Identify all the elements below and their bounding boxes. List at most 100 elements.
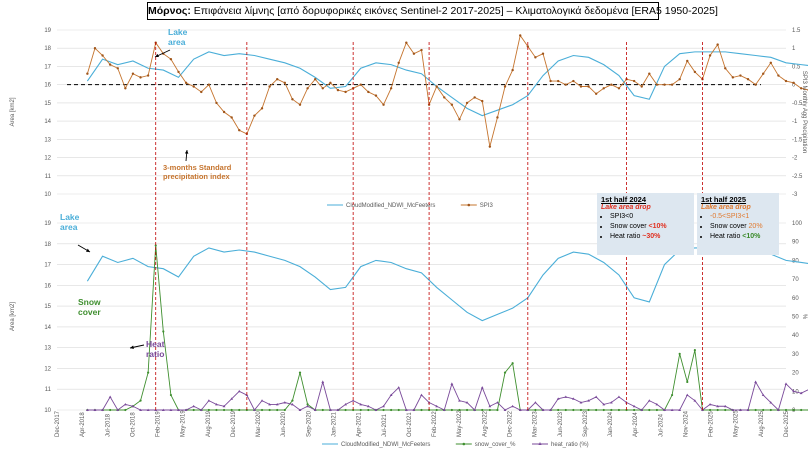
spi-point	[367, 90, 370, 94]
annotation-spi-label: precipitation index	[163, 172, 231, 181]
snow-point	[390, 408, 393, 412]
heat-point	[435, 404, 439, 408]
heat-point	[123, 402, 127, 406]
heat-point	[534, 401, 537, 404]
spi-point	[708, 54, 712, 57]
x-tick-label: Dec-2017	[55, 410, 61, 437]
spi-point	[526, 45, 530, 48]
spi-point	[670, 83, 674, 86]
chart-title-bold: Μόρνος:	[148, 5, 191, 17]
snow-point	[488, 408, 491, 412]
spi-point	[769, 61, 773, 64]
heat-point	[298, 408, 302, 411]
x-tick-label: Mar-2020	[256, 411, 262, 437]
spi-point	[146, 74, 150, 77]
y-left-tick-label: 13	[44, 137, 51, 143]
heat-point	[799, 391, 803, 395]
heat-point	[382, 404, 385, 408]
spi-point	[519, 34, 522, 37]
spi-point	[640, 85, 643, 88]
heat-point	[754, 380, 758, 383]
y-left-tick-label: 15	[44, 101, 51, 107]
spi-point	[374, 94, 378, 97]
x-tick-label: Feb-2022	[432, 411, 438, 437]
snow-point	[617, 408, 621, 412]
spi-point	[238, 129, 241, 132]
heat-point	[230, 397, 234, 400]
heat-point	[777, 408, 780, 411]
legend-label: heat_ratio (%)	[551, 442, 589, 448]
heat-point	[488, 404, 492, 408]
heat-point	[328, 408, 332, 411]
heat-point	[253, 408, 256, 411]
heat-point	[746, 408, 750, 411]
spi-point	[291, 98, 294, 101]
y-right-tick-label: 90	[792, 240, 799, 246]
box-2025-list: -0.5<SPI3<1 Snow cover 20% Heat ratio <1…	[701, 212, 775, 242]
y-right-tick-label: 0.5	[792, 64, 801, 70]
box-2024-item-heat: Heat ratio ~30%	[610, 232, 690, 242]
y-left-tick-label: 17	[44, 263, 51, 269]
spi-point	[511, 68, 514, 72]
snow-point	[633, 408, 636, 412]
heat-point	[131, 404, 135, 408]
x-tick-label: Apr-2018	[80, 412, 86, 437]
heat-point	[275, 402, 279, 406]
heat-point	[192, 404, 196, 408]
spi-point	[329, 81, 332, 85]
y-left-axis-label: Area [km2]	[10, 302, 16, 331]
snow-point	[693, 349, 696, 352]
spi-point	[389, 87, 393, 90]
snow-point	[109, 408, 112, 412]
legend-marker	[538, 442, 542, 445]
snow-point	[139, 399, 142, 402]
x-tick-label: May-2019	[181, 410, 187, 437]
y-left-tick-label: 14	[44, 119, 51, 125]
heat-point	[184, 408, 188, 411]
snow-point	[382, 408, 385, 412]
y-right-tick-label: -2.5	[792, 174, 803, 180]
chart-title-rest: Επιφάνεια λίμνης [από δορυφορικές εικόνε…	[190, 5, 718, 17]
snow-point	[496, 408, 499, 412]
y-left-tick-label: 18	[44, 46, 51, 52]
heat-point	[511, 404, 515, 408]
box-2024-list: SPI3<0 Snow cover <10% Heat ratio ~30%	[601, 212, 690, 242]
heat-point	[723, 404, 727, 408]
box-2024-subtitle: Lake area drop	[601, 204, 651, 211]
spi-point	[541, 52, 545, 55]
heat-point	[420, 393, 423, 397]
spi-point	[678, 78, 681, 81]
y-left-tick-label: 10	[44, 192, 51, 198]
spi-point	[124, 87, 127, 90]
box-2024-heading: 1st half 2024	[601, 195, 647, 204]
x-tick-label: Jan-2021	[332, 411, 338, 437]
annotation-snow-cover: Snow	[78, 297, 101, 307]
x-tick-label: May-2025	[734, 410, 740, 437]
heat-point	[518, 408, 522, 411]
snow-point	[800, 408, 803, 412]
heat-point	[617, 395, 621, 398]
spi-point	[192, 85, 195, 88]
snow-point	[708, 408, 712, 412]
spi-point	[276, 78, 279, 81]
spi-point	[488, 145, 492, 148]
heat-point	[609, 401, 613, 404]
heat-point	[769, 401, 773, 404]
x-tick-label: Aug-2022	[482, 410, 488, 437]
snow-point	[784, 408, 788, 412]
snow-point	[678, 352, 681, 355]
y-right-tick-label: 20	[792, 371, 799, 377]
snow-point	[762, 408, 765, 412]
series-line-cloudmodified-ndwi-mcfeeters	[86, 247, 808, 322]
spi-point	[344, 90, 347, 94]
spi-point	[321, 87, 324, 90]
spi-point	[587, 85, 590, 88]
legend-marker	[462, 442, 466, 446]
spi-point	[116, 67, 119, 70]
spi-point	[443, 96, 446, 99]
heat-point	[670, 408, 674, 411]
heat-point	[344, 402, 347, 406]
heat-point	[458, 399, 461, 402]
y-left-tick-label: 12	[44, 366, 51, 372]
heat-point	[313, 408, 317, 411]
